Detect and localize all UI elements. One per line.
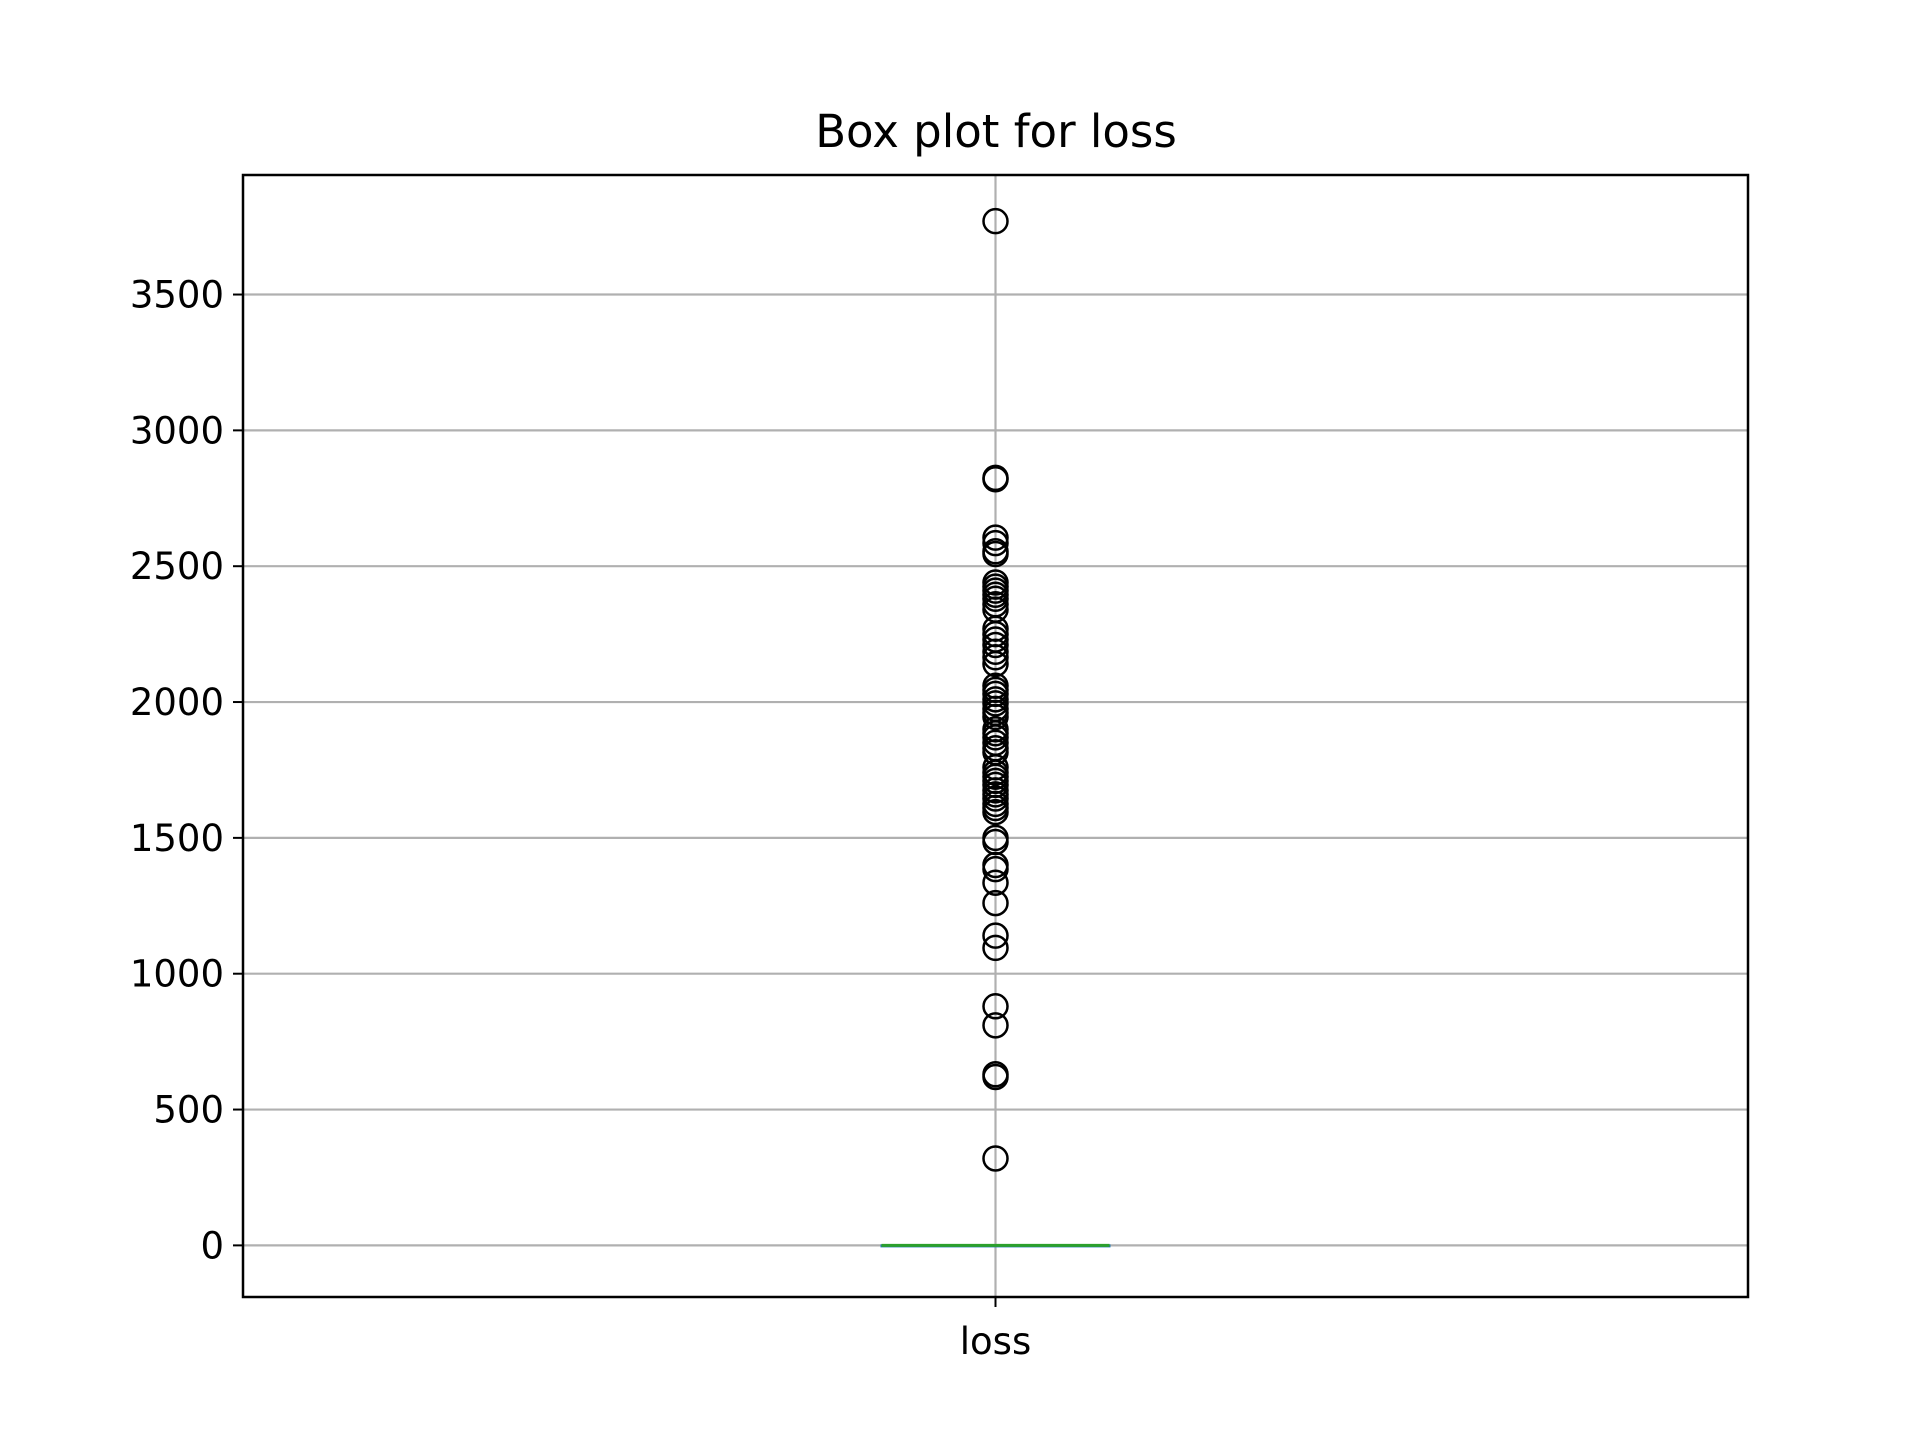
x-tick-label: loss (960, 1320, 1031, 1363)
outlier-point (982, 889, 1009, 917)
y-tick-label: 3000 (130, 409, 224, 452)
outlier-point (982, 631, 1009, 659)
y-tick-label: 3500 (130, 274, 224, 317)
axis-ticks: 0 500 1000 1500 2000 2500 3000 3500 loss (130, 274, 1031, 1363)
y-tick-label: 2000 (130, 681, 224, 724)
outlier-point (982, 993, 1009, 1020)
outlier-point (982, 650, 1009, 678)
y-tick-label: 2500 (130, 545, 224, 588)
outlier-point (982, 1012, 1009, 1039)
outlier-point (982, 798, 1009, 826)
outlier-point (982, 703, 1009, 731)
outlier-point (982, 529, 1009, 557)
outlier-point (982, 855, 1009, 883)
outlier-point (982, 207, 1009, 235)
outlier-point (982, 466, 1009, 493)
chart-title: Box plot for loss (815, 105, 1177, 158)
plot-area-frame (241, 173, 1750, 1299)
outlier-points (982, 207, 1009, 1172)
outlier-point (982, 1145, 1009, 1172)
y-tick-label: 1500 (130, 817, 224, 860)
outlier-point (982, 1063, 1009, 1091)
y-tick-label: 0 (200, 1224, 224, 1267)
outlier-point (982, 934, 1009, 962)
box-element (880, 1243, 1111, 1248)
outlier-point (982, 540, 1009, 568)
outlier-point (982, 643, 1009, 671)
y-tick-label: 500 (153, 1089, 224, 1132)
outlier-point (982, 869, 1009, 896)
outlier-point (982, 922, 1009, 949)
y-tick-label: 1000 (130, 953, 224, 996)
